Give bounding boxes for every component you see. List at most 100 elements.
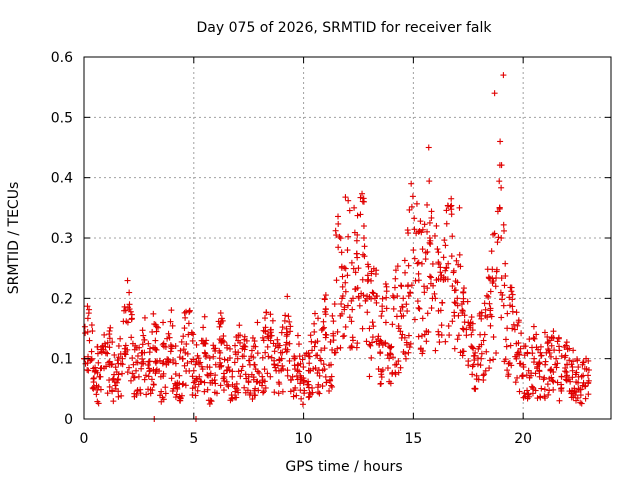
data-point bbox=[541, 329, 548, 336]
data-point bbox=[292, 366, 299, 373]
data-point bbox=[181, 362, 188, 369]
data-point bbox=[538, 385, 545, 392]
data-point bbox=[284, 329, 291, 336]
data-point bbox=[259, 373, 266, 380]
data-point bbox=[90, 385, 97, 392]
data-point bbox=[220, 370, 227, 377]
data-point bbox=[352, 269, 359, 276]
data-point bbox=[584, 372, 591, 379]
data-point bbox=[426, 219, 433, 226]
data-point bbox=[189, 385, 196, 392]
data-point bbox=[530, 323, 537, 330]
data-point bbox=[537, 394, 544, 401]
data-point bbox=[169, 359, 176, 366]
data-point bbox=[405, 262, 412, 269]
data-point bbox=[87, 357, 94, 364]
data-point bbox=[529, 384, 536, 391]
data-point bbox=[334, 328, 341, 335]
data-point bbox=[141, 336, 148, 343]
data-point bbox=[136, 344, 143, 351]
y-tick-label: 0.3 bbox=[51, 231, 73, 247]
data-point bbox=[400, 295, 407, 302]
data-point bbox=[106, 327, 113, 334]
data-point bbox=[379, 342, 386, 349]
data-point bbox=[574, 356, 581, 363]
data-point bbox=[353, 250, 360, 257]
data-point bbox=[355, 265, 362, 272]
data-point bbox=[572, 392, 579, 399]
data-point bbox=[235, 368, 242, 375]
data-point bbox=[352, 285, 359, 292]
data-point bbox=[403, 339, 410, 346]
data-point bbox=[261, 366, 268, 373]
data-point bbox=[521, 352, 528, 359]
data-point bbox=[111, 351, 118, 358]
data-point bbox=[253, 378, 260, 385]
data-point bbox=[575, 373, 582, 380]
data-point bbox=[516, 388, 523, 395]
data-point bbox=[110, 398, 117, 405]
data-point bbox=[182, 314, 189, 321]
data-point bbox=[473, 372, 480, 379]
data-point bbox=[382, 319, 389, 326]
data-point bbox=[451, 345, 458, 352]
data-point bbox=[201, 379, 208, 386]
data-point bbox=[129, 355, 136, 362]
data-point bbox=[536, 373, 543, 380]
data-point bbox=[210, 342, 217, 349]
data-point bbox=[106, 335, 113, 342]
data-point bbox=[255, 387, 262, 394]
data-point bbox=[546, 387, 553, 394]
data-point bbox=[556, 347, 563, 354]
data-point bbox=[472, 349, 479, 356]
data-point bbox=[530, 335, 537, 342]
data-point bbox=[551, 347, 558, 354]
data-point bbox=[316, 390, 323, 397]
data-point bbox=[439, 299, 446, 306]
data-point bbox=[178, 338, 185, 345]
data-point bbox=[426, 273, 433, 280]
data-point bbox=[207, 370, 214, 377]
data-point bbox=[501, 282, 508, 289]
data-point bbox=[478, 350, 485, 357]
data-point bbox=[308, 338, 315, 345]
data-point bbox=[141, 349, 148, 356]
data-point bbox=[502, 336, 509, 343]
data-point bbox=[437, 307, 444, 314]
data-point bbox=[424, 248, 431, 255]
data-point bbox=[227, 345, 234, 352]
data-point bbox=[428, 214, 435, 221]
data-point bbox=[422, 256, 429, 263]
data-point bbox=[486, 365, 493, 372]
data-point bbox=[217, 382, 224, 389]
data-point bbox=[329, 383, 336, 390]
data-point bbox=[197, 378, 204, 385]
data-point bbox=[419, 226, 426, 233]
data-point bbox=[192, 361, 199, 368]
data-point bbox=[545, 391, 552, 398]
data-point bbox=[281, 317, 288, 324]
data-point bbox=[330, 337, 337, 344]
data-point bbox=[342, 265, 349, 272]
data-point bbox=[345, 233, 352, 240]
data-point bbox=[449, 283, 456, 290]
data-point bbox=[149, 387, 156, 394]
data-point bbox=[299, 356, 306, 363]
data-point bbox=[509, 325, 516, 332]
data-point bbox=[421, 289, 428, 296]
data-point bbox=[186, 307, 193, 314]
data-point bbox=[204, 371, 211, 378]
data-point bbox=[147, 345, 154, 352]
data-point bbox=[139, 341, 146, 348]
data-point bbox=[328, 361, 335, 368]
data-point bbox=[432, 295, 439, 302]
data-point bbox=[224, 344, 231, 351]
data-point bbox=[493, 274, 500, 281]
data-point bbox=[311, 320, 318, 327]
data-point bbox=[368, 268, 375, 275]
data-point bbox=[133, 359, 140, 366]
data-point bbox=[229, 368, 236, 375]
data-point bbox=[514, 322, 521, 329]
data-point bbox=[115, 354, 122, 361]
data-point bbox=[109, 388, 116, 395]
